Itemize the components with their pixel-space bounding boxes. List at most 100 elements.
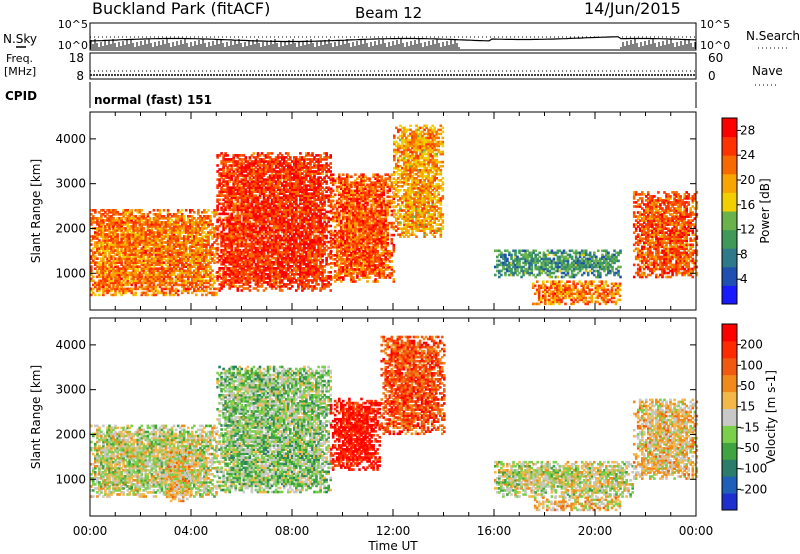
heatmap-cell [284, 236, 288, 240]
heatmap-cell [114, 227, 117, 230]
heatmap-cell [178, 283, 182, 287]
heatmap-cell [124, 251, 127, 254]
heatmap-cell [112, 259, 115, 262]
heatmap-cell [108, 269, 111, 273]
heatmap-cell [236, 242, 240, 246]
heatmap-cell [166, 283, 170, 287]
heatmap-cell [116, 281, 119, 285]
heatmap-cell [134, 293, 137, 297]
heatmap-cell [254, 216, 258, 220]
heatmap-cell [232, 230, 235, 234]
heatmap-cell [122, 215, 125, 218]
heatmap-cell [94, 267, 97, 270]
heatmap-cell [226, 196, 229, 199]
heatmap-cell [218, 216, 221, 220]
heatmap-cell [195, 277, 198, 281]
heatmap-cell [114, 281, 117, 285]
heatmap-cell [230, 248, 233, 252]
heatmap-cell [195, 283, 198, 287]
heatmap-cell [284, 208, 288, 212]
heatmap-cell [144, 245, 148, 248]
heatmap-cell [197, 257, 200, 260]
heatmap-cell [94, 217, 97, 220]
heatmap-cell [250, 244, 254, 248]
heatmap-cell [211, 225, 214, 228]
heatmap-cell [170, 223, 174, 226]
heatmap-cell [222, 263, 225, 266]
heatmap-cell [232, 216, 235, 220]
heatmap-cell [211, 251, 214, 254]
heatmap-cell [254, 210, 258, 214]
heatmap-cell [108, 277, 111, 281]
heatmap-cell [287, 182, 290, 185]
heatmap-cell [201, 281, 204, 285]
heatmap-cell [224, 236, 227, 240]
heatmap-cell [128, 217, 131, 220]
heatmap-cell [209, 255, 212, 258]
heatmap-cell [128, 241, 131, 244]
heatmap-cell [140, 241, 144, 244]
heatmap-cell [236, 162, 240, 165]
heatmap-cell [242, 170, 246, 173]
heatmap-cell [176, 235, 180, 238]
heatmap-cell [287, 248, 290, 252]
heatmap-cell [94, 209, 97, 212]
heatmap-cell [242, 198, 246, 202]
heatmap-cell [154, 249, 158, 252]
heatmap-cell [176, 249, 180, 252]
heatmap-cell [246, 267, 250, 270]
heatmap-cell [104, 261, 107, 264]
heatmap-cell [236, 214, 240, 218]
heatmap-cell [110, 209, 113, 212]
heatmap-cell [262, 263, 266, 266]
heatmap-cell [264, 234, 268, 238]
heatmap-cell [240, 200, 244, 204]
heatmap-cell [238, 248, 242, 252]
heatmap-cell [256, 234, 260, 238]
heatmap-cell [262, 232, 266, 236]
heatmap-cell [205, 239, 208, 242]
heatmap-cell [256, 232, 260, 236]
heatmap-cell [262, 267, 266, 270]
heatmap-cell [122, 211, 125, 214]
heatmap-cell [240, 224, 244, 228]
heatmap-cell [112, 235, 115, 238]
heatmap-cell [250, 170, 254, 173]
heatmap-cell [142, 213, 146, 216]
heatmap-cell [268, 212, 272, 216]
heatmap-cell [130, 209, 133, 212]
heatmap-cell [268, 206, 272, 210]
heatmap-cell [276, 220, 280, 224]
heatmap-cell [168, 229, 172, 232]
heatmap-cell [116, 221, 119, 224]
heatmap-cell [126, 267, 129, 270]
heatmap-cell [218, 289, 221, 292]
heatmap-cell [234, 198, 237, 202]
heatmap-cell [197, 289, 200, 293]
heatmap-cell [201, 249, 204, 252]
heatmap-cell [128, 229, 131, 232]
heatmap-cell [148, 247, 152, 250]
heatmap-cell [224, 194, 227, 197]
heatmap-cell [256, 202, 260, 206]
heatmap-cell [150, 287, 154, 291]
heatmap-cell [268, 182, 272, 185]
heatmap-cell [218, 198, 221, 202]
heatmap-cell [122, 279, 125, 283]
heatmap-cell [172, 231, 176, 234]
heatmap-cell [291, 212, 294, 216]
heatmap-cell [180, 253, 184, 256]
heatmap-cell [248, 265, 252, 268]
heatmap-cell [104, 267, 107, 270]
heatmap-cell [160, 291, 164, 295]
heatmap-cell [258, 250, 262, 254]
heatmap-cell [270, 182, 274, 185]
heatmap-cell [278, 224, 282, 228]
heatmap-cell [258, 285, 262, 288]
heatmap-cell [242, 206, 246, 210]
heatmap-cell [142, 277, 146, 281]
heatmap-cell [205, 285, 208, 289]
heatmap-cell [287, 228, 290, 232]
heatmap-cell [203, 279, 206, 283]
heatmap-cell [230, 176, 233, 179]
